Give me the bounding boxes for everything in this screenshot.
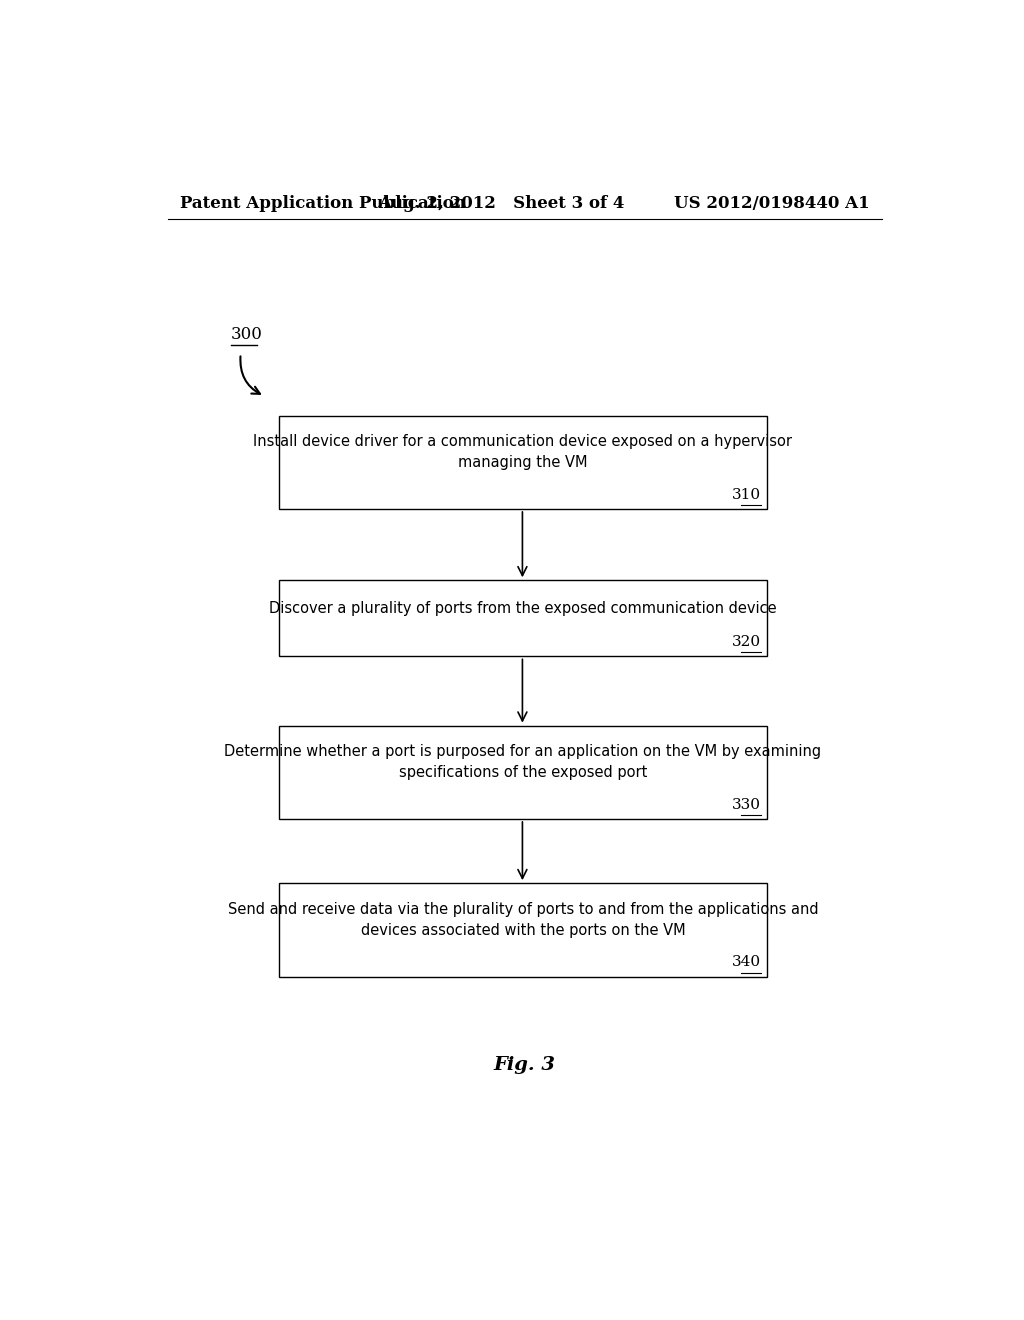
Text: Aug. 2, 2012   Sheet 3 of 4: Aug. 2, 2012 Sheet 3 of 4 — [378, 194, 625, 211]
Bar — [279, 581, 767, 656]
Text: 310: 310 — [732, 488, 761, 502]
Text: Discover a plurality of ports from the exposed communication device: Discover a plurality of ports from the e… — [269, 601, 776, 615]
Text: 330: 330 — [732, 799, 761, 812]
Bar — [279, 416, 767, 510]
Bar — [279, 883, 767, 977]
Text: Install device driver for a communication device exposed on a hypervisor
managin: Install device driver for a communicatio… — [253, 434, 793, 470]
Bar — [279, 726, 767, 818]
Text: 300: 300 — [231, 326, 263, 343]
Text: Determine whether a port is purposed for an application on the VM by examining
s: Determine whether a port is purposed for… — [224, 744, 821, 780]
Text: US 2012/0198440 A1: US 2012/0198440 A1 — [675, 194, 870, 211]
Text: Send and receive data via the plurality of ports to and from the applications an: Send and receive data via the plurality … — [227, 902, 818, 937]
Text: 320: 320 — [732, 635, 761, 649]
Text: 340: 340 — [732, 956, 761, 969]
Text: Fig. 3: Fig. 3 — [494, 1056, 556, 1074]
Text: Patent Application Publication: Patent Application Publication — [179, 194, 466, 211]
